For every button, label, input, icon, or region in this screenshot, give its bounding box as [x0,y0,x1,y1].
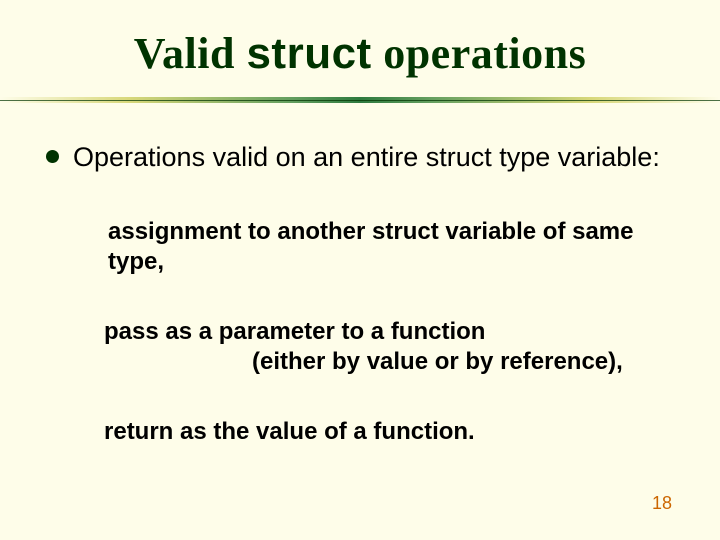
sub-item-parameter-line1: pass as a parameter to a function [104,317,680,347]
bullet-text: Operations valid on an entire struct typ… [73,141,660,175]
bullet-item: Operations valid on an entire struct typ… [46,141,680,175]
sub-item-assignment: assignment to another struct variable of… [108,217,680,277]
sub-item-parameter-line2: (either by value or by reference), [252,347,680,377]
title-divider [0,95,720,105]
divider-line [0,100,720,101]
title-word-operations: operations [383,29,586,78]
slide: Valid struct operations Operations valid… [0,0,720,540]
bullet-dot-icon [46,150,59,163]
slide-title: Valid struct operations [0,0,720,91]
slide-number: 18 [652,493,672,514]
sub-item-return: return as the value of a function. [104,417,680,447]
title-word-valid: Valid [134,29,235,78]
content-area: Operations valid on an entire struct typ… [0,105,720,447]
sub-item-parameter: pass as a parameter to a function (eithe… [104,317,680,377]
title-word-struct: struct [246,29,371,78]
